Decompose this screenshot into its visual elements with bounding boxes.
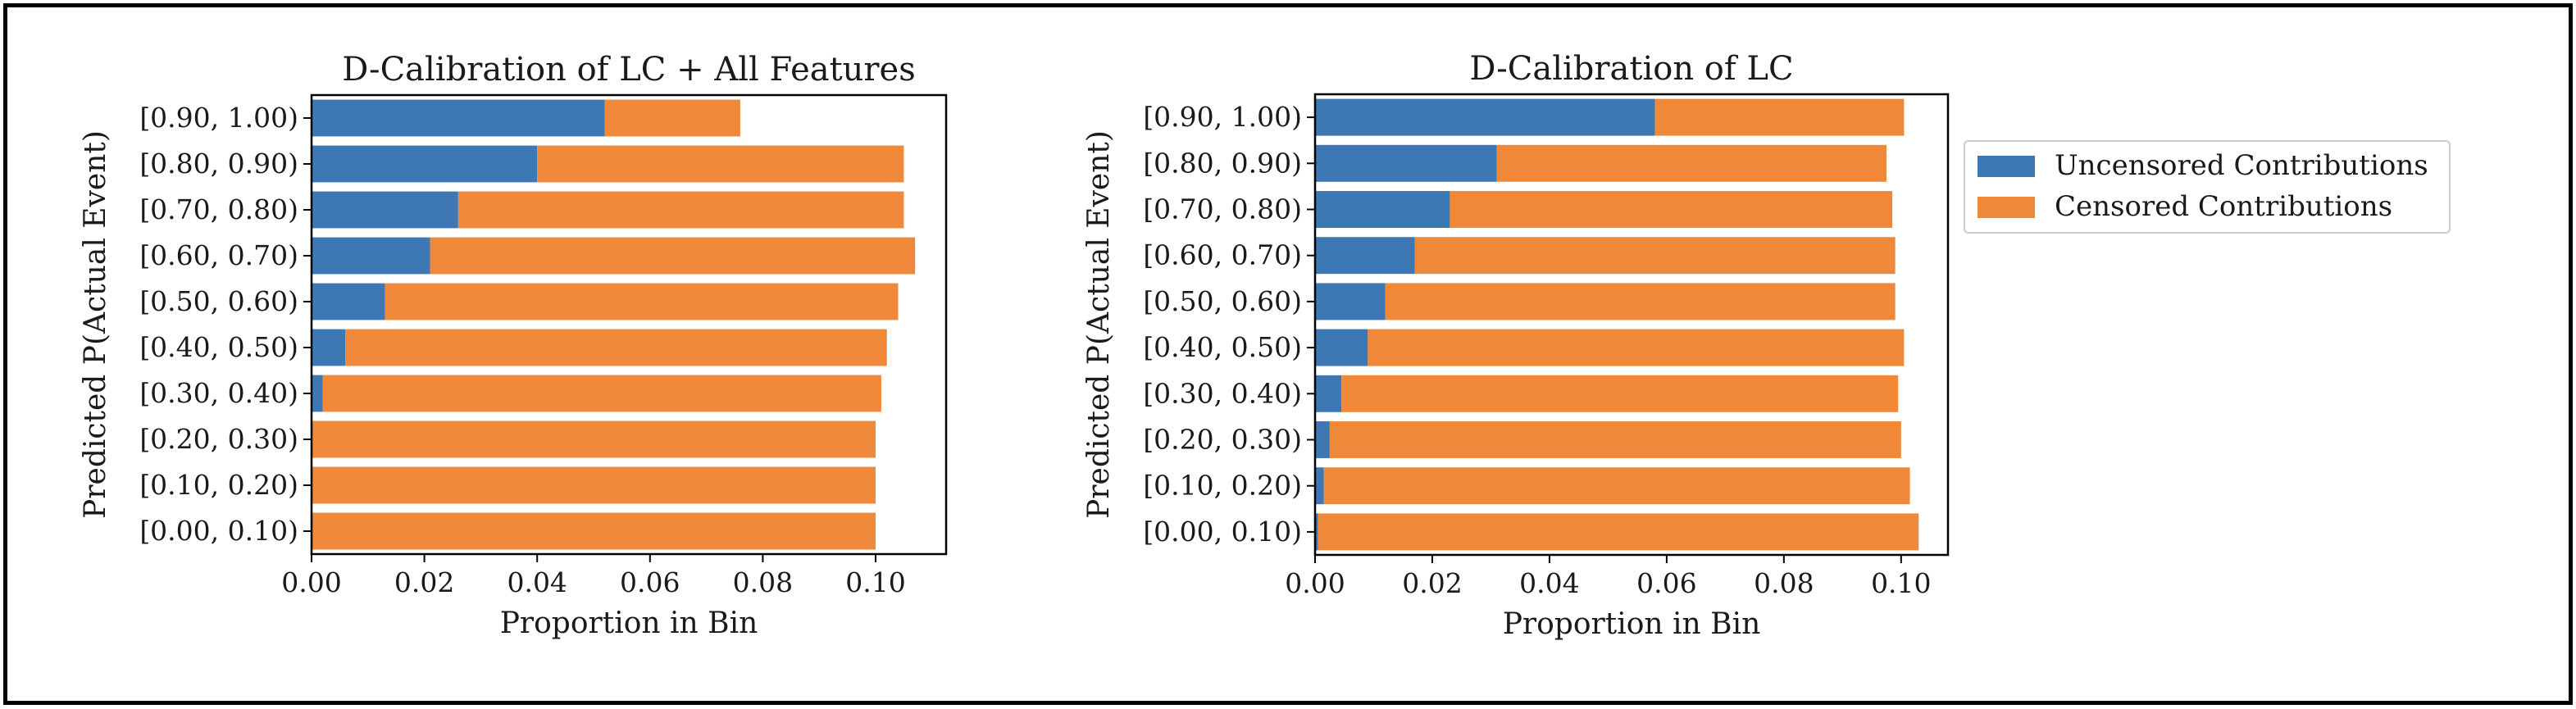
legend-label-uncensored: Uncensored Contributions — [2055, 149, 2428, 182]
chart1-censored-bar — [322, 375, 881, 412]
chart2-uncensored-bar — [1315, 237, 1415, 275]
chart2-y-tick-label: [0.60, 0.70) — [1143, 239, 1302, 271]
chart2-censored-bar — [1329, 421, 1901, 458]
chart1-censored-bar — [604, 99, 740, 137]
chart1-y-tick-label: [0.10, 0.20) — [139, 469, 298, 501]
chart2-uncensored-bar — [1315, 98, 1655, 136]
chart1-x-tick-label: 0.02 — [394, 566, 454, 598]
chart2-y-tick-label: [0.10, 0.20) — [1143, 470, 1302, 502]
chart2-censored-bar — [1654, 98, 1905, 136]
chart1-y-tick-label: [0.00, 0.10) — [139, 515, 298, 547]
chart2-x-tick-label: 0.00 — [1285, 567, 1345, 599]
legend-label-censored: Censored Contributions — [2055, 190, 2392, 223]
chart2-x-tick-label: 0.06 — [1636, 567, 1696, 599]
chart1-uncensored-bar — [312, 283, 385, 320]
chart2-censored-bar — [1385, 283, 1896, 320]
chart1-uncensored-bar — [312, 329, 346, 366]
chart2-x-tick-label: 0.04 — [1519, 567, 1579, 599]
chart2-uncensored-bar — [1315, 191, 1450, 228]
chart1-censored-bar — [312, 466, 876, 504]
chart2-y-tick-label: [0.00, 0.10) — [1143, 516, 1302, 548]
chart1-censored-bar — [385, 283, 899, 320]
chart-canvas: [0.00, 0.10) [0.10, 0.20) [0.20, 0.30) [0.3… — [79, 50, 2451, 641]
chart1-x-tick-label: 0.00 — [281, 566, 341, 598]
chart2-uncensored-bar — [1315, 513, 1318, 551]
legend-swatch-censored — [1978, 197, 2035, 218]
chart2-y-tick-label: [0.30, 0.40) — [1143, 377, 1302, 409]
chart2-censored-bar — [1341, 375, 1899, 412]
chart2-uncensored-bar — [1315, 144, 1497, 182]
chart1-y-tick-label: [0.50, 0.60) — [139, 285, 298, 317]
chart2-censored-bar — [1496, 144, 1886, 182]
chart2-y-tick-label: [0.70, 0.80) — [1143, 193, 1302, 225]
chart1-uncensored-bar — [312, 145, 538, 183]
chart1-censored-bar — [430, 237, 916, 275]
chart1-y-tick-label: [0.20, 0.30) — [139, 423, 298, 455]
chart1-y-tick-label: [0.70, 0.80) — [139, 193, 298, 225]
chart1-plot-frame — [310, 93, 948, 556]
chart2-censored-bar — [1323, 467, 1910, 505]
chart1-y-tick-label: [0.30, 0.40) — [139, 377, 298, 409]
chart2-y-tick-label: [0.40, 0.50) — [1143, 331, 1302, 363]
chart2-plot-frame — [1313, 93, 1950, 557]
chart1-uncensored-bar — [312, 237, 430, 275]
chart2-x-tick-label: 0.02 — [1402, 567, 1462, 599]
chart2-uncensored-bar — [1315, 283, 1386, 320]
chart1-x-tick-label: 0.06 — [620, 566, 680, 598]
chart1-x-tick-label: 0.08 — [733, 566, 793, 598]
legend-box — [1964, 140, 2451, 234]
chart2-censored-bar — [1414, 237, 1896, 275]
chart2-censored-bar — [1318, 513, 1919, 551]
chart1-censored-bar — [537, 145, 904, 183]
chart1-y-tick-label: [0.80, 0.90) — [139, 148, 298, 180]
chart1-censored-bar — [312, 420, 876, 458]
chart1-uncensored-bar — [312, 375, 323, 412]
chart2-y-tick-label: [0.20, 0.30) — [1143, 424, 1302, 456]
chart2-x-axis-label: Proportion in Bin — [1503, 607, 1761, 641]
chart1-y-axis-label: Predicted P(Actual Event) — [79, 130, 112, 519]
chart2-uncensored-bar — [1315, 467, 1324, 505]
chart2-y-tick-label: [0.90, 1.00) — [1143, 101, 1302, 133]
chart2-x-tick-label: 0.10 — [1871, 567, 1931, 599]
chart2-uncensored-bar — [1315, 421, 1330, 458]
chart1-y-tick-label: [0.90, 1.00) — [139, 102, 298, 134]
chart2-uncensored-bar — [1315, 329, 1368, 366]
chart1-censored-bar — [312, 512, 876, 550]
chart1-title: D-Calibration of LC + All Features — [342, 51, 916, 89]
chart2-uncensored-bar — [1315, 375, 1342, 412]
chart1-uncensored-bar — [312, 191, 458, 229]
chart2-x-tick-label: 0.08 — [1754, 567, 1814, 599]
chart1-censored-bar — [345, 329, 887, 366]
chart2-y-tick-label: [0.50, 0.60) — [1143, 285, 1302, 317]
chart2-title: D-Calibration of LC — [1469, 50, 1793, 88]
chart2-censored-bar — [1450, 191, 1893, 228]
chart1-x-tick-label: 0.10 — [845, 566, 905, 598]
chart2-y-axis-label: Predicted P(Actual Event) — [1082, 130, 1116, 519]
legend-swatch-uncensored — [1978, 156, 2035, 177]
chart1-x-axis-label: Proportion in Bin — [500, 607, 758, 640]
chart2-y-tick-label: [0.80, 0.90) — [1143, 147, 1302, 179]
chart1-y-tick-label: [0.60, 0.70) — [139, 239, 298, 271]
chart1-y-tick-label: [0.40, 0.50) — [139, 331, 298, 363]
chart1-censored-bar — [457, 191, 904, 229]
figure-frame: [0.00, 0.10) [0.10, 0.20) [0.20, 0.30) [0.3… — [3, 3, 2573, 705]
chart2-censored-bar — [1368, 329, 1905, 366]
chart1-x-tick-label: 0.04 — [507, 566, 567, 598]
chart1-uncensored-bar — [312, 99, 605, 137]
